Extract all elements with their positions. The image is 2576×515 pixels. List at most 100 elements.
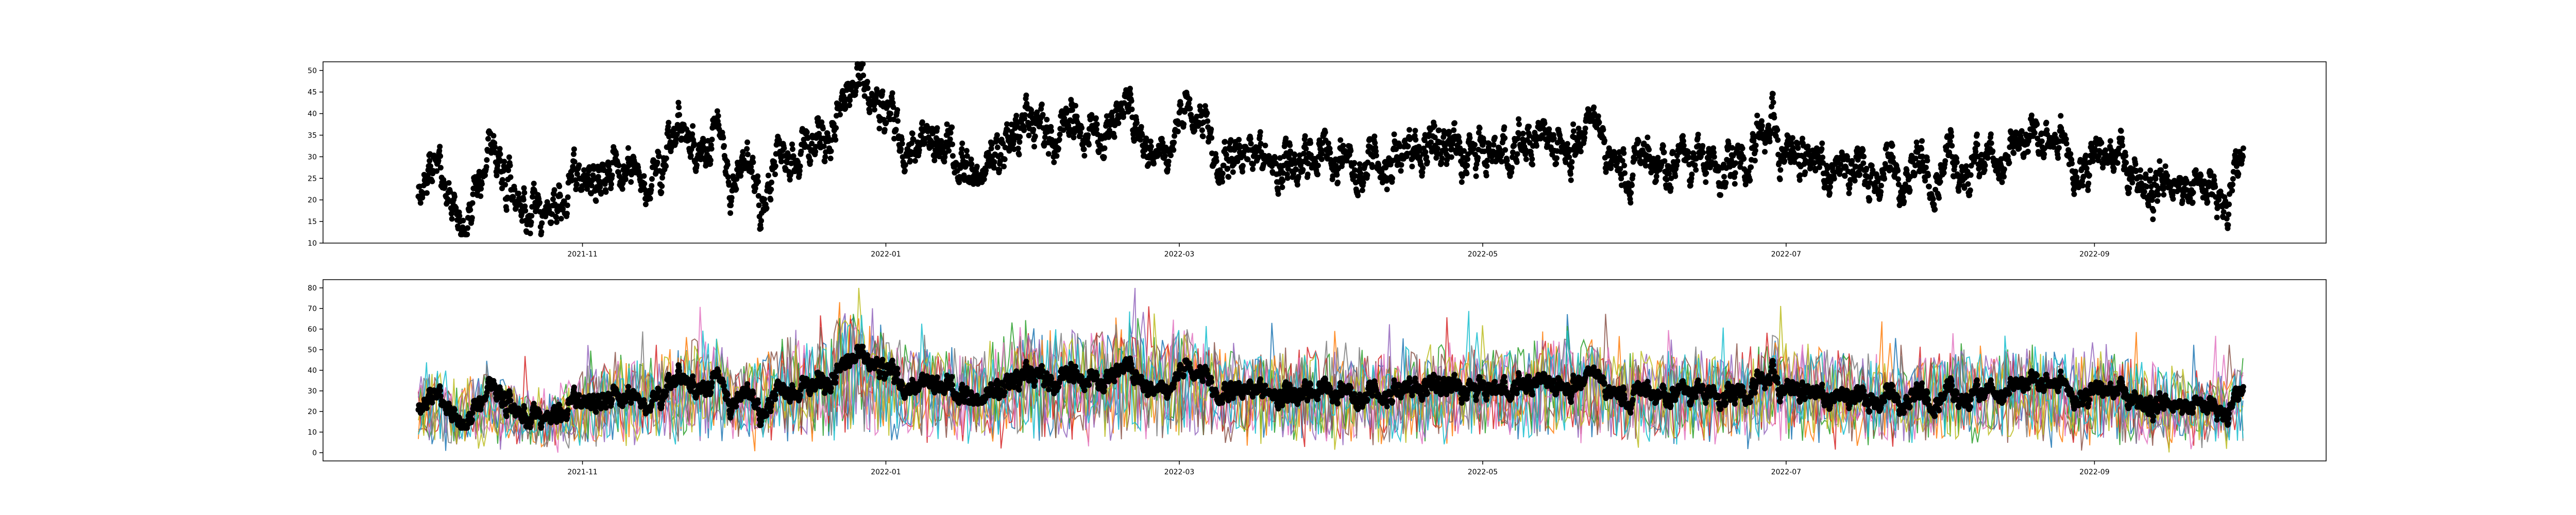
scatter-point [1630,172,1636,178]
scatter-point [1236,136,1242,143]
scatter-point [1523,156,1529,162]
scatter-point [1172,133,1177,139]
scatter-point [465,225,471,231]
scatter-point [2212,184,2218,190]
y-tick-label: 10 [308,239,317,248]
scatter-point [2150,216,2156,222]
scatter-point [1965,181,1971,187]
scatter-point [2147,167,2154,174]
scatter-point [520,197,527,203]
scatter-point [2164,173,2171,179]
scatter-point [963,148,970,154]
scatter-point [1770,91,1776,97]
scatter-point [772,163,778,169]
scatter-point [947,136,953,142]
scatter-point [588,182,595,188]
scatter-point [1121,110,1127,116]
scatter-point [616,162,622,168]
scatter-point [2141,188,2147,195]
scatter-point [867,109,873,115]
scatter-point [1017,134,1023,140]
scatter-point [950,141,955,147]
scatter-point [2158,167,2164,173]
x-tick-label: 2022-01 [871,250,901,259]
scatter-point [2056,145,2062,151]
scatter-point [642,201,649,208]
scatter-point [558,216,564,222]
scatter-point [1151,161,1157,167]
scatter-point [1948,133,1955,140]
scatter-point [502,182,509,188]
scatter-point [1071,134,1077,141]
scatter-point [728,195,735,201]
scatter-point [428,163,433,169]
scatter-point [1596,119,1602,126]
scatter-point [2205,199,2211,205]
overlay-point [764,413,770,419]
scatter-point [1258,141,1264,147]
scatter-point [1351,160,1358,166]
scatter-point [1967,187,1973,193]
scatter-point [1001,163,1007,169]
scatter-point [1926,183,1932,190]
scatter-point [507,162,513,168]
scatter-point [1622,170,1628,176]
scatter-point [2120,143,2126,148]
scatter-point [449,216,455,222]
scatter-point [484,157,490,163]
scatter-point [2006,160,2012,166]
scatter-point [1398,168,1404,174]
scatter-point [1436,127,1442,133]
scatter-point [665,124,671,130]
scatter-point [1178,101,1184,108]
scatter-point [994,132,1000,138]
scatter-point [1077,129,1083,135]
scatter-point [497,151,503,157]
scatter-point [1431,123,1437,129]
scatter-point [1937,179,1943,185]
scatter-point [991,159,997,165]
scatter-point [1199,127,1205,133]
scatter-point [456,213,463,219]
scatter-point [494,173,500,179]
scatter-point [1056,146,1061,152]
scatter-point [1867,196,1873,202]
scatter-point [1578,148,1584,154]
scatter-point [1797,177,1803,183]
scatter-point [1752,147,1758,153]
overlay-point [750,390,756,397]
scatter-point [1477,125,1483,131]
scatter-point [1621,162,1628,168]
scatter-point [1448,154,1454,160]
scatter-point [1999,179,2005,185]
scatter-point [2071,191,2077,197]
scatter-point [738,173,744,179]
scatter-point [1008,122,1014,128]
scatter-point [2190,199,2196,205]
scatter-point [893,127,899,133]
scatter-point [745,151,751,158]
scatter-point [1111,134,1117,140]
scatter-point [2085,187,2091,193]
scatter-point [2225,222,2231,228]
scatter-point [1039,101,1045,108]
scatter-point [2119,135,2125,142]
scatter-point [1069,107,1075,113]
scatter-point [1398,162,1404,168]
scatter-point [1063,110,1070,116]
scatter-point [1200,133,1206,140]
scatter-point [1389,175,1396,181]
scatter-point [437,165,444,171]
scatter-point [1723,180,1729,186]
overlay-point [576,392,582,398]
scatter-point [1222,139,1228,145]
scatter-point [1434,146,1440,151]
scatter-point [503,207,510,213]
scatter-point [1228,137,1234,143]
scatter-point [1529,156,1535,162]
scatter-point [2055,155,2061,161]
scatter-point [989,141,995,147]
scatter-point [1279,184,1285,191]
scatter-point [2138,167,2143,173]
scatter-point [1930,196,1936,202]
